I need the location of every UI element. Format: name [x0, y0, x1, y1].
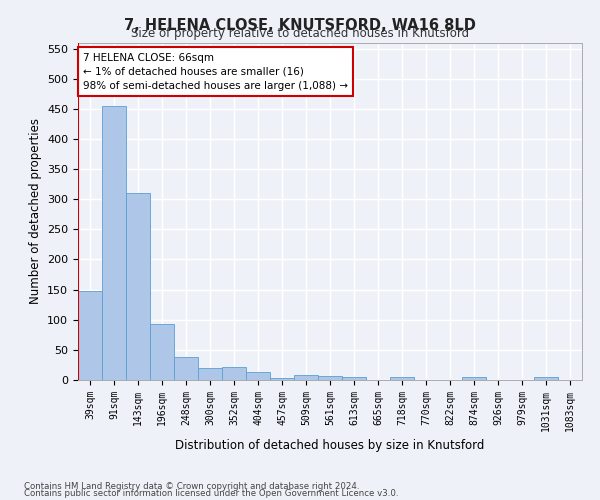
X-axis label: Distribution of detached houses by size in Knutsford: Distribution of detached houses by size …	[175, 439, 485, 452]
Bar	[246, 372, 270, 380]
Text: 7 HELENA CLOSE: 66sqm
← 1% of detached houses are smaller (16)
98% of semi-detac: 7 HELENA CLOSE: 66sqm ← 1% of detached h…	[83, 52, 348, 90]
Bar	[342, 377, 366, 380]
Bar	[174, 357, 198, 380]
Text: Contains HM Land Registry data © Crown copyright and database right 2024.: Contains HM Land Registry data © Crown c…	[24, 482, 359, 491]
Bar	[126, 192, 150, 380]
Bar	[150, 324, 174, 380]
Bar	[390, 377, 414, 380]
Bar	[198, 368, 222, 380]
Text: Size of property relative to detached houses in Knutsford: Size of property relative to detached ho…	[131, 28, 469, 40]
Bar	[270, 378, 294, 380]
Y-axis label: Number of detached properties: Number of detached properties	[29, 118, 41, 304]
Text: Contains public sector information licensed under the Open Government Licence v3: Contains public sector information licen…	[24, 489, 398, 498]
Bar	[318, 376, 342, 380]
Bar	[462, 377, 486, 380]
Bar	[78, 291, 102, 380]
Bar	[222, 368, 246, 380]
Bar	[294, 375, 318, 380]
Text: 7, HELENA CLOSE, KNUTSFORD, WA16 8LD: 7, HELENA CLOSE, KNUTSFORD, WA16 8LD	[124, 18, 476, 32]
Bar	[102, 106, 126, 380]
Bar	[534, 377, 558, 380]
